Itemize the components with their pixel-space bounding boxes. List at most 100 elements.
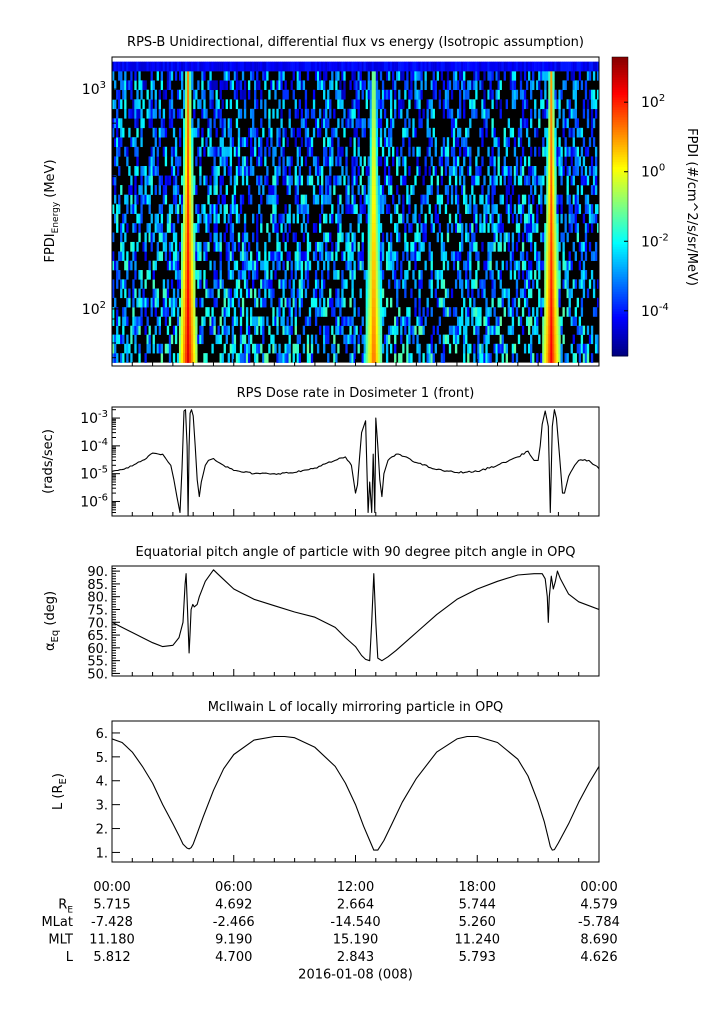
heatmap-cell bbox=[430, 334, 433, 345]
heatmap-cell bbox=[310, 146, 314, 157]
heatmap-cell bbox=[536, 223, 539, 233]
heatmap-cell bbox=[430, 185, 433, 195]
heatmap-cell bbox=[347, 316, 350, 326]
heatmap-cell bbox=[511, 325, 515, 335]
heatmap-cell bbox=[249, 288, 253, 299]
heatmap-cell bbox=[442, 80, 446, 91]
heatmap-cell bbox=[239, 89, 243, 100]
heatmap-cell bbox=[116, 137, 119, 148]
heatmap-cell bbox=[199, 213, 202, 224]
heatmap-cell bbox=[434, 80, 437, 91]
heatmap-cell bbox=[130, 204, 133, 215]
heatmap-cell bbox=[477, 175, 480, 186]
heatmap-cell bbox=[343, 175, 346, 186]
heatmap-cell bbox=[195, 343, 198, 354]
heatmap-cell bbox=[252, 71, 255, 81]
heatmap-cell bbox=[219, 251, 222, 261]
heatmap-cell bbox=[189, 279, 192, 289]
heatmap-cell bbox=[199, 175, 202, 186]
heatmap-cell bbox=[418, 251, 421, 261]
heatmap-cell bbox=[329, 251, 332, 261]
heatmap-cell bbox=[465, 334, 468, 345]
heatmap-cell bbox=[497, 165, 500, 176]
heatmap-cell bbox=[339, 80, 342, 91]
heatmap-cell bbox=[178, 156, 182, 167]
heatmap-cell bbox=[361, 241, 364, 252]
heatmap-cell bbox=[503, 71, 506, 81]
heatmap-cell bbox=[260, 99, 263, 110]
heatmap-cell bbox=[469, 223, 472, 233]
heatmap-cell bbox=[394, 89, 397, 100]
heatmap-cell bbox=[550, 325, 553, 335]
heatmap-cell bbox=[404, 127, 407, 138]
heatmap-cell bbox=[530, 343, 533, 354]
heatmap-cell bbox=[361, 353, 364, 363]
heatmap-cell bbox=[406, 270, 409, 280]
heatmap-cell bbox=[114, 185, 117, 195]
heatmap-cell bbox=[298, 175, 302, 186]
heatmap-cell bbox=[379, 185, 383, 195]
heatmap-cell bbox=[191, 297, 194, 308]
heatmap-cell bbox=[412, 127, 415, 138]
heatmap-cell bbox=[355, 325, 358, 335]
heatmap-cell bbox=[231, 334, 235, 345]
heatmap-cell bbox=[369, 353, 373, 363]
heatmap-cell bbox=[422, 307, 425, 317]
heatmap-cell bbox=[270, 270, 273, 280]
heatmap-cell bbox=[580, 270, 584, 280]
heatmap-cell bbox=[180, 288, 184, 299]
heatmap-cell bbox=[469, 194, 472, 205]
heatmap-cell bbox=[566, 260, 569, 271]
heatmap-cell bbox=[493, 61, 496, 72]
heatmap-cell bbox=[530, 204, 533, 215]
heatmap-cell bbox=[379, 241, 383, 252]
heatmap-cell bbox=[144, 175, 147, 186]
heatmap-cell bbox=[122, 89, 125, 100]
heatmap-cell bbox=[365, 288, 368, 299]
heatmap-cell bbox=[473, 213, 476, 224]
heatmap-cell bbox=[572, 213, 575, 224]
heatmap-cell bbox=[272, 213, 275, 224]
heatmap-cell bbox=[414, 213, 417, 224]
heatmap-cell bbox=[136, 165, 139, 176]
heatmap-cell bbox=[158, 232, 161, 243]
heatmap-cell bbox=[156, 165, 159, 176]
heatmap-cell bbox=[312, 297, 316, 308]
heatmap-cell bbox=[479, 343, 482, 354]
heatmap-cell bbox=[548, 260, 551, 271]
colorbar-segment bbox=[612, 208, 628, 212]
heatmap-cell bbox=[456, 334, 460, 345]
heatmap-cell bbox=[377, 279, 381, 289]
heatmap-cell bbox=[282, 137, 285, 148]
heatmap-cell bbox=[254, 270, 257, 280]
heatmap-cell bbox=[306, 232, 310, 243]
heatmap-cell bbox=[126, 353, 129, 363]
heatmap-cell bbox=[530, 316, 533, 326]
heatmap-cell bbox=[560, 61, 563, 72]
heatmap-cell bbox=[483, 316, 486, 326]
heatmap-cell bbox=[493, 223, 496, 233]
heatmap-cell bbox=[318, 241, 322, 252]
heatmap-cell bbox=[256, 175, 259, 186]
heatmap-cell bbox=[485, 260, 488, 271]
heatmap-cell bbox=[215, 89, 218, 100]
heatmap-cell bbox=[507, 288, 511, 299]
heatmap-cell bbox=[130, 260, 133, 271]
heatmap-cell bbox=[558, 194, 561, 205]
heatmap-cell bbox=[513, 260, 517, 271]
heatmap-cell bbox=[546, 146, 549, 157]
heatmap-cell bbox=[436, 175, 439, 186]
heatmap-cell bbox=[241, 297, 245, 308]
mcilwain-l-panel: McIlwain L of locally mirroring particle… bbox=[51, 700, 600, 863]
heatmap-cell bbox=[469, 61, 472, 72]
heatmap-cell bbox=[170, 146, 174, 157]
heatmap-cell bbox=[292, 71, 295, 81]
heatmap-cell bbox=[375, 137, 379, 148]
heatmap-cell bbox=[532, 71, 535, 81]
heatmap-cell bbox=[211, 316, 214, 326]
heatmap-cell bbox=[424, 194, 427, 205]
heatmap-cell bbox=[345, 279, 348, 289]
heatmap-cell bbox=[463, 185, 466, 195]
heatmap-cell bbox=[513, 165, 517, 176]
heatmap-cell bbox=[487, 307, 490, 317]
